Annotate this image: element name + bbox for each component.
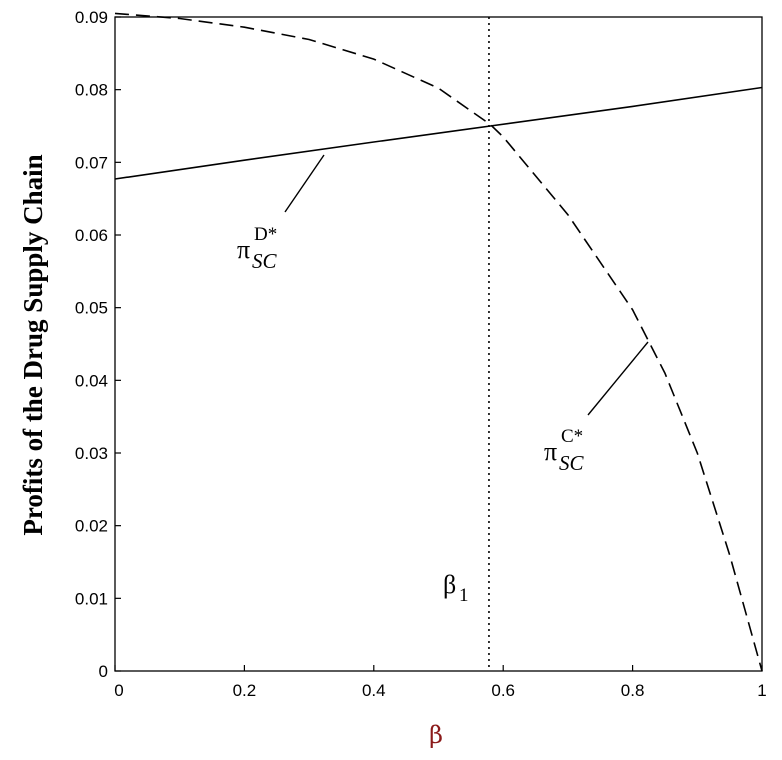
y-tick-label: 0.06 xyxy=(75,226,108,245)
x-tick-label: 1 xyxy=(757,681,766,700)
y-tick-label: 0.04 xyxy=(75,371,108,390)
y-tick-label: 0 xyxy=(99,662,108,681)
annotation-sub: SC xyxy=(252,249,278,273)
annotation-sup: D* xyxy=(254,224,277,245)
series-layer xyxy=(114,12,763,672)
x-axis-label: β xyxy=(429,721,443,749)
y-tick-label: 0.01 xyxy=(75,589,108,608)
annotation-leader-C xyxy=(587,341,649,416)
annotation-pi: π xyxy=(544,437,557,466)
x-tick-label: 0.8 xyxy=(621,681,645,700)
y-axis-label: Profits of the Drug Supply Chain xyxy=(18,154,48,535)
y-tick-label: 0.08 xyxy=(75,81,108,100)
series-line-C xyxy=(114,12,763,672)
series-line-D xyxy=(114,86,763,180)
annotation-pi: π xyxy=(237,235,250,264)
annotation-pi-sc-d: π SC D* xyxy=(237,224,278,273)
beta1-label-main: β xyxy=(443,570,456,599)
plot-frame xyxy=(114,16,763,672)
x-tick-label: 0.4 xyxy=(362,681,386,700)
annotation-pi-sc-c: π SC C* xyxy=(544,426,585,475)
y-tick-label: 0.09 xyxy=(75,8,108,27)
y-tick-label: 0.03 xyxy=(75,444,108,463)
x-tick-label: 0.6 xyxy=(491,681,515,700)
x-tick-label: 0.2 xyxy=(233,681,257,700)
y-tick-label: 0.07 xyxy=(75,153,108,172)
y-tick-label: 0.05 xyxy=(75,299,108,318)
x-tick-label: 0 xyxy=(114,681,123,700)
annotation-leader-D xyxy=(284,154,325,213)
y-tick-label: 0.02 xyxy=(75,517,108,536)
annotation-sup: C* xyxy=(561,426,583,447)
beta1-label-sub: 1 xyxy=(459,585,469,606)
annotation-sub: SC xyxy=(559,451,585,475)
axes: 0 0.2 0.4 0.6 0.8 1 0 0.01 0.02 0.03 0.04 0.05 0.06 0… xyxy=(75,8,767,700)
